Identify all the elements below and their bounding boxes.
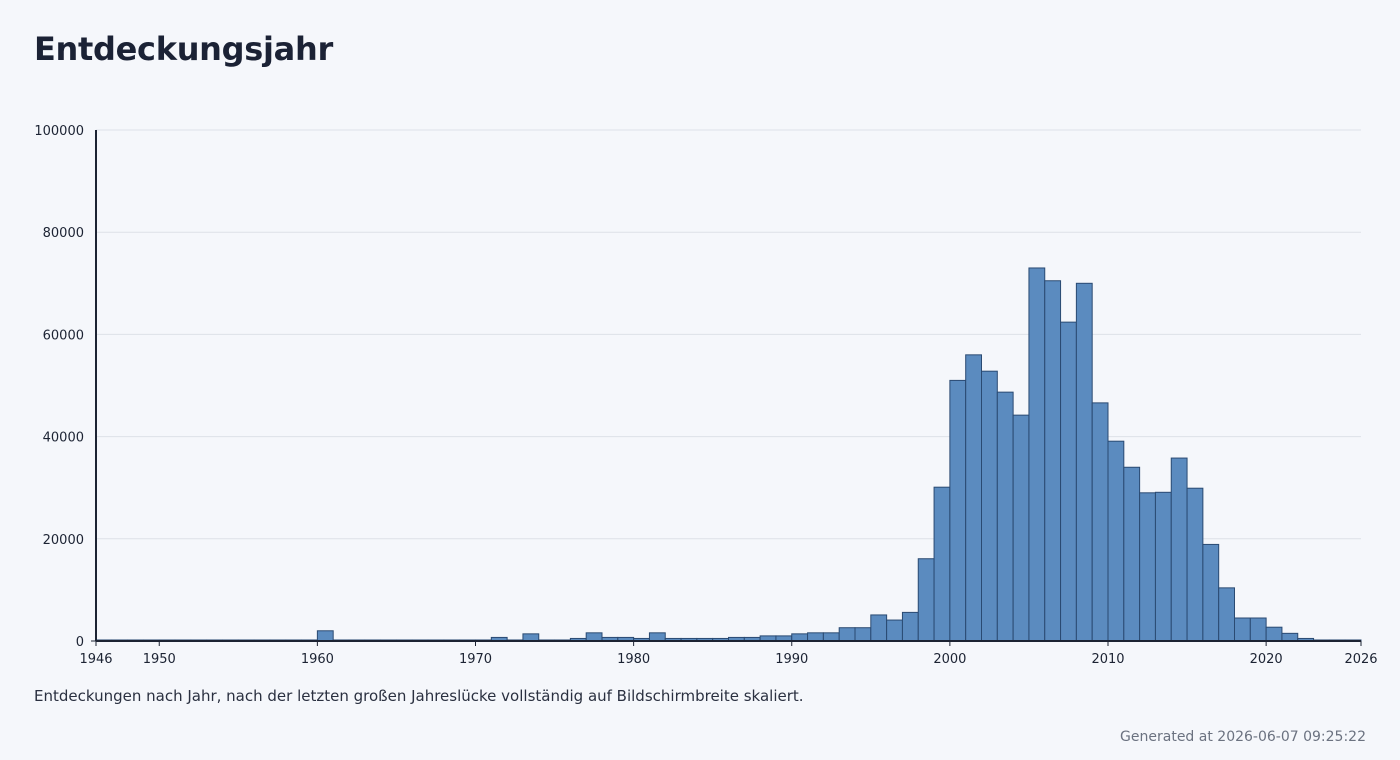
histogram-bar [1028,267,1046,642]
y-tick-labels: 0 20000 40000 60000 80000 100000 [34,124,84,650]
histogram-bar [901,611,919,642]
histogram-bar [917,558,935,642]
histogram-bar [648,632,666,642]
histogram-bar [854,627,872,642]
x-tick-label: 1980 [617,652,650,667]
histogram-bar [933,486,951,642]
histogram-bar [981,370,998,642]
histogram-chart: 0 20000 40000 60000 80000 100000 1946 1950 1960… [34,124,1377,667]
axes [91,130,1362,646]
x-tick-label: 1990 [775,652,808,667]
histogram-bar [1218,587,1235,642]
histogram-bar [1154,491,1172,642]
generated-timestamp: Generated at 2026-06-07 09:25:22 [1120,729,1366,745]
histogram-bar [585,632,603,642]
histogram-bar [1234,617,1251,642]
y-tick-label: 100000 [34,124,84,139]
histogram-bar [996,391,1014,642]
y-tick-label: 40000 [43,431,84,446]
histogram-bar [1139,492,1156,642]
y-tick-label: 20000 [43,533,84,548]
chart-caption: Entdeckungen nach Jahr, nach der letzten… [34,687,804,705]
histogram-bar [522,633,540,642]
histogram-bar [838,627,856,642]
histogram-bar [316,630,334,642]
histogram-bar [1186,487,1204,642]
histogram-bar [965,354,982,642]
x-tick-label: 2026 [1344,652,1377,667]
histogram-bar [886,619,903,642]
chart-container: 0 20000 40000 60000 80000 100000 1946 1950 1960… [0,110,1400,670]
x-tick-label: 2020 [1250,652,1283,667]
x-tick-label: 2000 [933,652,966,667]
x-tick-label: 1960 [301,652,334,667]
histogram-bar [870,614,888,642]
x-tick-label: 2010 [1091,652,1124,667]
generated-time: 2026-06-07 09:25:22 [1217,729,1366,745]
histogram-bar [791,633,809,642]
y-tick-label: 80000 [43,226,84,241]
histogram-bar [1044,280,1062,642]
histogram-bar [949,379,967,642]
histogram-bar [1265,626,1283,642]
histogram-bar [807,632,824,642]
y-tick-label: 60000 [43,328,84,343]
x-tick-label: 1946 [79,652,112,667]
histogram-bar [1060,321,1077,642]
histogram-bar [1107,440,1125,642]
page-title: Entdeckungsjahr [34,30,333,68]
histogram-bar [1170,457,1188,642]
histogram-bar [1249,617,1267,642]
histogram-bar [822,632,840,642]
histogram-bar [1281,632,1299,642]
histogram-bar [1075,282,1093,642]
x-tick-label: 1970 [459,652,492,667]
histogram-bar [1202,543,1220,642]
generated-label: Generated at [1120,729,1213,745]
y-tick-label: 0 [76,635,84,650]
histogram-bar [1091,402,1109,642]
bars [95,267,1362,642]
x-tick-labels: 1946 1950 1960 1970 1980 1990 2000 2010 2020 2026 [79,652,1377,667]
x-tick-label: 1950 [143,652,176,667]
histogram-bar [1123,466,1141,642]
histogram-bar [1012,414,1030,642]
